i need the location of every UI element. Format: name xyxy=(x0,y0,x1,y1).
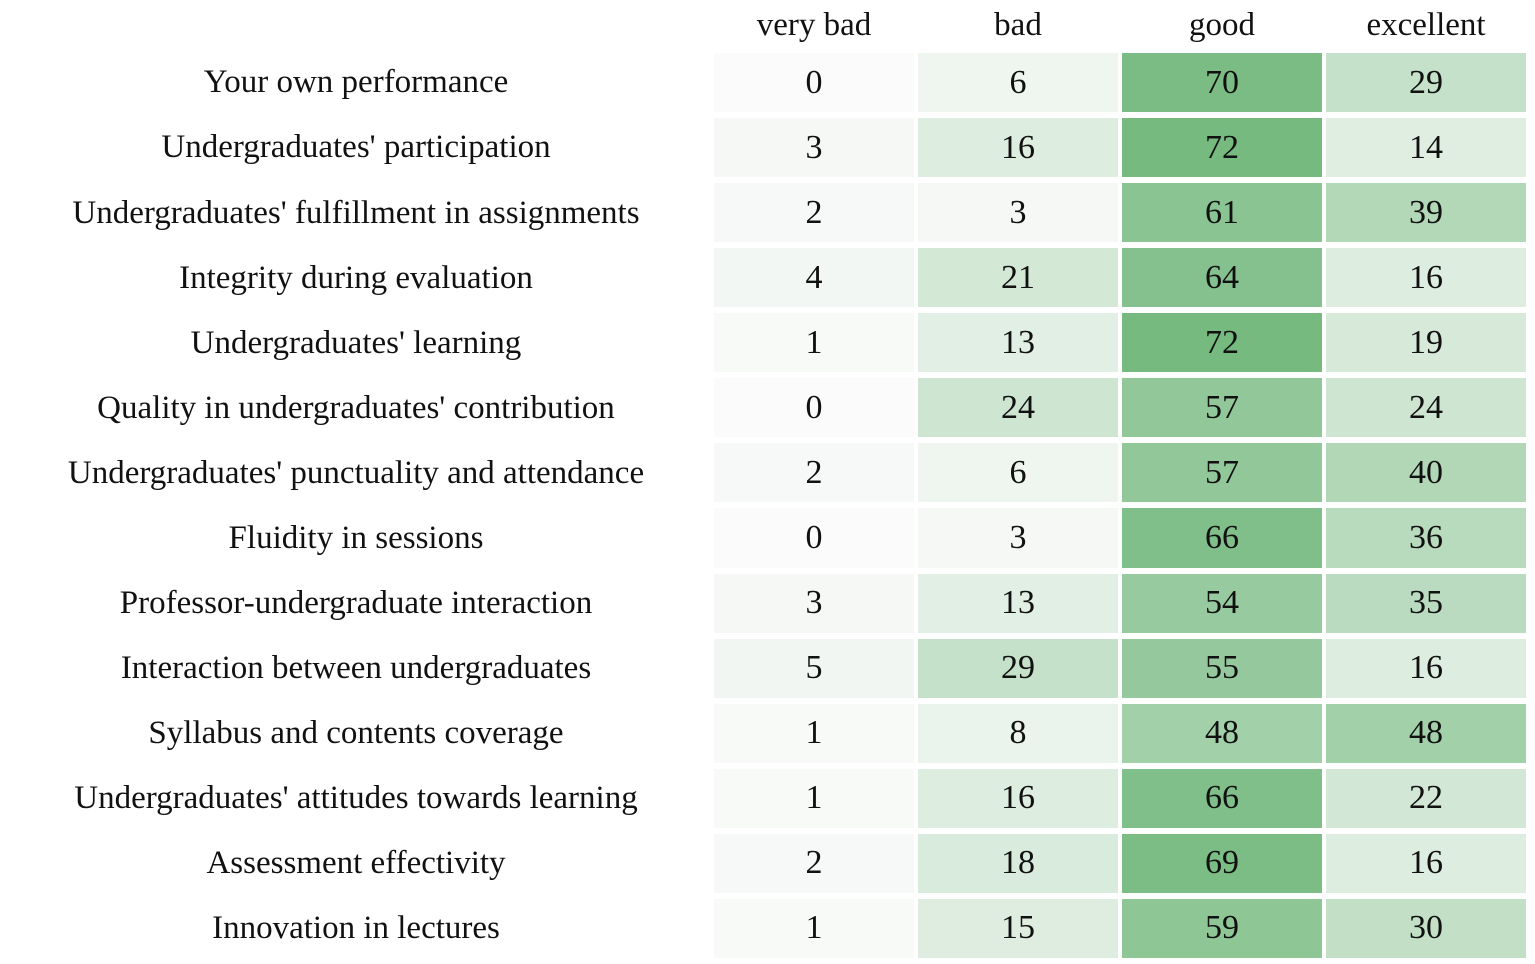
heatmap-cell: 4 xyxy=(714,248,914,308)
heatmap-cell: 0 xyxy=(714,508,914,568)
row-label: Undergraduates' punctuality and attendan… xyxy=(0,440,712,506)
heatmap-cell: 6 xyxy=(918,53,1118,113)
heatmap-cell: 29 xyxy=(1326,53,1526,113)
heatmap-cell: 5 xyxy=(714,638,914,698)
heatmap-cell: 39 xyxy=(1326,183,1526,243)
heatmap-cell: 2 xyxy=(714,183,914,243)
heatmap-cell: 13 xyxy=(918,313,1118,373)
heatmap-cell: 0 xyxy=(714,378,914,438)
heatmap-cell: 66 xyxy=(1122,508,1322,568)
heatmap-cell: 66 xyxy=(1122,768,1322,828)
heatmap-cell: 6 xyxy=(918,443,1118,503)
column-header-very-bad: very bad xyxy=(712,0,916,50)
heatmap-cell: 16 xyxy=(1326,833,1526,893)
row-label: Syllabus and contents coverage xyxy=(0,700,712,766)
heatmap-cell: 54 xyxy=(1122,573,1322,633)
heatmap-cell: 61 xyxy=(1122,183,1322,243)
heatmap-cell: 57 xyxy=(1122,378,1322,438)
heatmap-cell: 3 xyxy=(714,118,914,178)
heatmap-cell: 24 xyxy=(918,378,1118,438)
heatmap-cell: 18 xyxy=(918,833,1118,893)
heatmap-cell: 48 xyxy=(1122,703,1322,763)
heatmap-cell: 22 xyxy=(1326,768,1526,828)
column-header-good: good xyxy=(1120,0,1324,50)
heatmap-cell: 1 xyxy=(714,313,914,373)
corner-spacer xyxy=(0,0,712,50)
heatmap-cell: 59 xyxy=(1122,898,1322,958)
heatmap-cell: 55 xyxy=(1122,638,1322,698)
row-label: Quality in undergraduates' contribution xyxy=(0,375,712,441)
row-label: Undergraduates' learning xyxy=(0,310,712,376)
heatmap-cell: 15 xyxy=(918,898,1118,958)
heatmap-cell: 14 xyxy=(1326,118,1526,178)
row-label: Assessment effectivity xyxy=(0,830,712,896)
heatmap-cell: 2 xyxy=(714,833,914,893)
row-label: Undergraduates' attitudes towards learni… xyxy=(0,765,712,831)
column-header-bad: bad xyxy=(916,0,1120,50)
heatmap-cell: 16 xyxy=(918,768,1118,828)
heatmap-cell: 69 xyxy=(1122,833,1322,893)
heatmap-cell: 29 xyxy=(918,638,1118,698)
heatmap-cell: 16 xyxy=(1326,638,1526,698)
row-label: Innovation in lectures xyxy=(0,895,712,961)
heatmap-cell: 57 xyxy=(1122,443,1322,503)
heatmap-cell: 8 xyxy=(918,703,1118,763)
heatmap-cell: 24 xyxy=(1326,378,1526,438)
heatmap-cell: 3 xyxy=(918,508,1118,568)
heatmap-cell: 72 xyxy=(1122,118,1322,178)
heatmap-cell: 1 xyxy=(714,898,914,958)
heatmap-cell: 36 xyxy=(1326,508,1526,568)
heatmap-cell: 40 xyxy=(1326,443,1526,503)
heatmap-cell: 30 xyxy=(1326,898,1526,958)
heatmap-cell: 64 xyxy=(1122,248,1322,308)
heatmap-cell: 35 xyxy=(1326,573,1526,633)
row-label: Undergraduates' participation xyxy=(0,115,712,181)
heatmap-cell: 48 xyxy=(1326,703,1526,763)
row-label: Your own performance xyxy=(0,50,712,116)
column-header-excellent: excellent xyxy=(1324,0,1528,50)
heatmap-cell: 1 xyxy=(714,768,914,828)
row-label: Integrity during evaluation xyxy=(0,245,712,311)
heatmap-cell: 16 xyxy=(1326,248,1526,308)
heatmap-cell: 3 xyxy=(714,573,914,633)
heatmap-cell: 0 xyxy=(714,53,914,113)
heatmap-cell: 16 xyxy=(918,118,1118,178)
heatmap-cell: 1 xyxy=(714,703,914,763)
row-label: Professor-undergraduate interaction xyxy=(0,570,712,636)
heatmap-cell: 2 xyxy=(714,443,914,503)
row-label: Undergraduates' fulfillment in assignmen… xyxy=(0,180,712,246)
row-label: Interaction between undergraduates xyxy=(0,635,712,701)
heatmap-cell: 70 xyxy=(1122,53,1322,113)
row-label: Fluidity in sessions xyxy=(0,505,712,571)
heatmap-cell: 3 xyxy=(918,183,1118,243)
heatmap-cell: 72 xyxy=(1122,313,1322,373)
heatmap-cell: 13 xyxy=(918,573,1118,633)
heatmap-cell: 21 xyxy=(918,248,1118,308)
heatmap-cell: 19 xyxy=(1326,313,1526,373)
